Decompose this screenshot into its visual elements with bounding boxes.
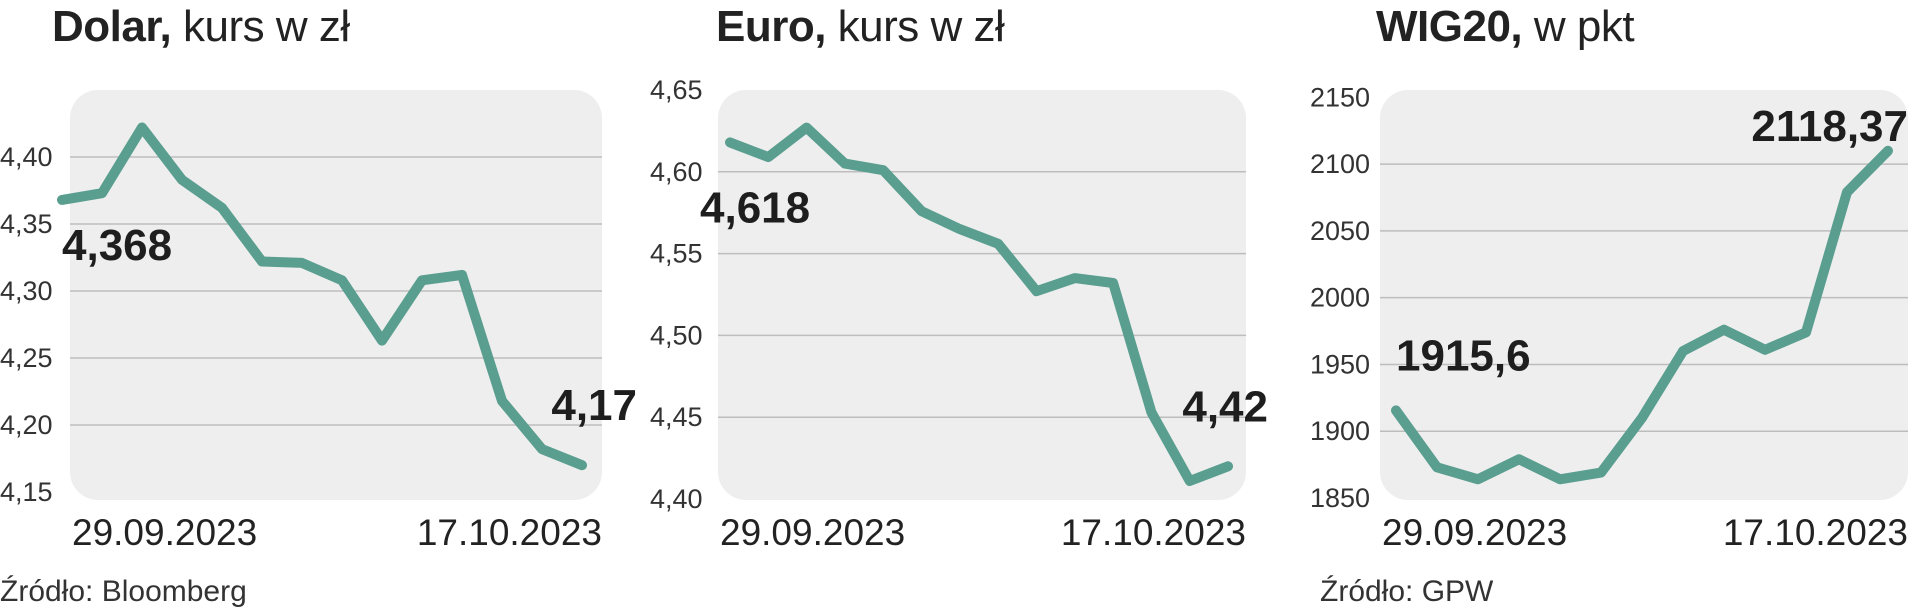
chart-title-rest: w pkt	[1522, 2, 1635, 51]
y-tick-label: 2100	[1310, 149, 1370, 179]
chart-title-bold: Dolar,	[52, 2, 172, 51]
start-value-label: 4,618	[700, 183, 810, 232]
wig20-chart-panel: WIG20, w pkt 1850 1900 1950 2000 2050 2100 215…	[1300, 0, 1920, 608]
series-line	[725, 122, 1233, 486]
y-tick-label: 4,15	[0, 477, 53, 507]
wig20-line-chart: 1850 1900 1950 2000 2050 2100 2150 29.09.2023 17…	[1310, 82, 1908, 553]
y-tick-label: 4,55	[650, 239, 703, 269]
y-tick-label: 4,50	[650, 320, 703, 350]
chart-title: Dolar, kurs w zł	[52, 2, 350, 52]
y-tick-label: 1850	[1310, 483, 1370, 513]
y-tick-label: 4,60	[650, 157, 703, 187]
x-start-date-label: 29.09.2023	[1382, 512, 1567, 553]
y-tick-label: 1950	[1310, 349, 1370, 379]
x-end-date-label: 17.10.2023	[1061, 512, 1246, 553]
series-line	[1391, 145, 1893, 485]
plot-background	[718, 90, 1246, 500]
chart-title: Euro, kurs w zł	[716, 2, 1005, 52]
source-note: Źródło: GPW	[1320, 575, 1494, 608]
end-value-label: 4,17	[551, 381, 637, 430]
plot-background	[70, 90, 602, 500]
chart-title-bold: Euro,	[716, 2, 826, 51]
y-tick-label: 1900	[1310, 416, 1370, 446]
start-value-label: 4,368	[62, 221, 172, 270]
y-tick-label: 4,40	[650, 484, 703, 514]
euro-line-chart: 4,40 4,45 4,50 4,55 4,60 4,65 29.09.2023 17.10.…	[650, 75, 1268, 553]
y-tick-label: 4,40	[0, 142, 53, 172]
end-value-label: 2118,37	[1751, 102, 1908, 151]
source-note: Źródło: Bloomberg	[0, 575, 247, 608]
y-tick-label: 2000	[1310, 283, 1370, 313]
start-value-label: 1915,6	[1396, 331, 1531, 380]
chart-title: WIG20, w pkt	[1376, 2, 1635, 52]
y-tick-label: 4,30	[0, 276, 53, 306]
dolar-chart-panel: Dolar, kurs w zł 4,15 4,20 4,25 4,30 4,35 4,4…	[0, 0, 637, 608]
x-end-date-label: 17.10.2023	[1723, 512, 1908, 553]
x-start-date-label: 29.09.2023	[72, 512, 257, 553]
end-value-label: 4,42	[1182, 382, 1268, 431]
y-tick-label: 4,25	[0, 343, 53, 373]
plot-background	[1380, 90, 1908, 500]
x-start-date-label: 29.09.2023	[720, 512, 905, 553]
series-line	[57, 122, 587, 471]
y-tick-label: 2050	[1310, 216, 1370, 246]
y-tick-label: 4,35	[0, 209, 53, 239]
chart-title-bold: WIG20,	[1376, 2, 1523, 51]
y-tick-label: 4,45	[650, 402, 703, 432]
chart-title-rest: kurs w zł	[825, 2, 1005, 51]
x-end-date-label: 17.10.2023	[417, 512, 602, 553]
euro-chart-panel: Euro, kurs w zł 4,40 4,45 4,50 4,55 4,60 4,65…	[640, 0, 1268, 560]
y-tick-label: 2150	[1310, 82, 1370, 112]
y-tick-label: 4,65	[650, 75, 703, 105]
dolar-line-chart: 4,15 4,20 4,25 4,30 4,35 4,40 29.09.2023 17.10.…	[0, 90, 637, 553]
y-tick-label: 4,20	[0, 410, 53, 440]
chart-title-rest: kurs w zł	[171, 2, 350, 51]
